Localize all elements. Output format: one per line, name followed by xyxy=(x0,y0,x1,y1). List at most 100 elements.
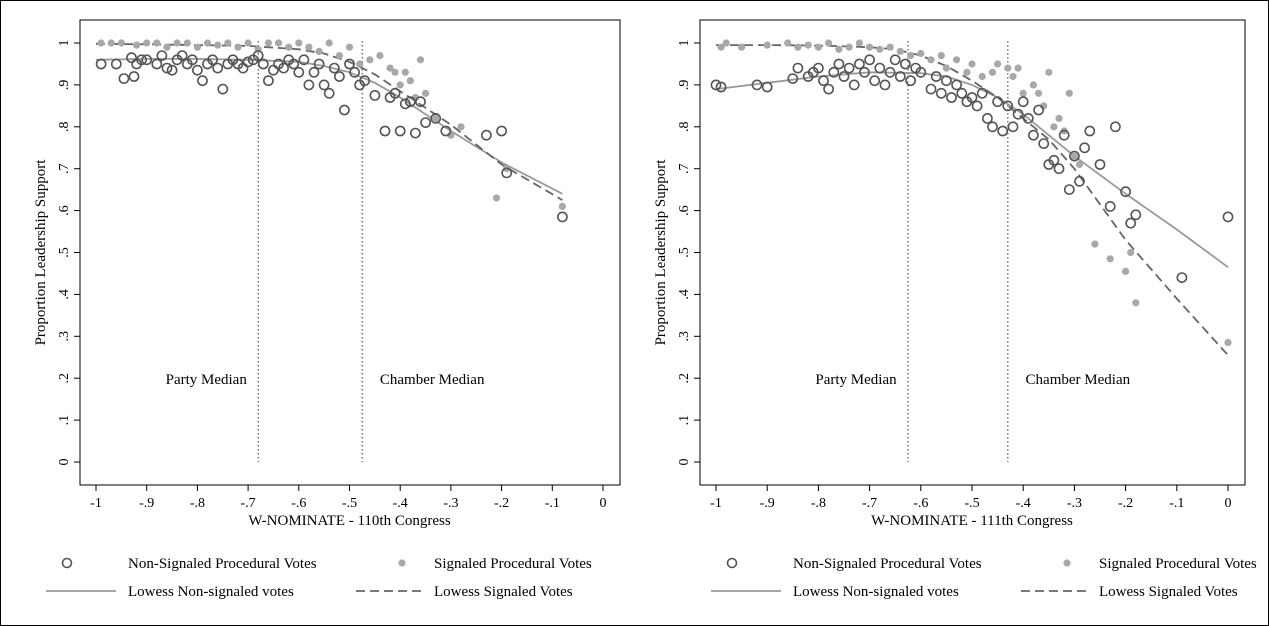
signaled-point xyxy=(133,41,141,49)
signaled-point xyxy=(907,52,915,60)
non-signaled-point xyxy=(298,54,310,66)
signaled-point xyxy=(1019,89,1027,97)
non-signaled-point xyxy=(930,71,942,82)
non-signaled-point xyxy=(480,129,492,141)
y-tick-label: .2 xyxy=(677,373,692,384)
legend-label-signaled: Signaled Procedural Votes xyxy=(1099,556,1257,572)
non-signaled-point xyxy=(151,58,163,70)
signaled-point xyxy=(1091,240,1099,248)
non-signaled-point xyxy=(288,58,300,70)
y-tick-label: .6 xyxy=(677,205,692,216)
signaled-point xyxy=(416,56,425,64)
non-signaled-point xyxy=(136,54,147,66)
signaled-point xyxy=(376,52,384,60)
non-signaled-point xyxy=(313,58,325,70)
non-signaled-point xyxy=(379,125,391,137)
signaled-point xyxy=(1065,89,1073,97)
non-signaled-point xyxy=(869,75,881,87)
signaled-point xyxy=(963,68,971,76)
non-signaled-point xyxy=(1028,129,1039,141)
y-tick-label: .3 xyxy=(57,331,72,342)
non-signaled-point xyxy=(1110,121,1121,133)
x-tick-label: -.5 xyxy=(964,496,979,511)
y-tick-label: .7 xyxy=(677,163,692,174)
signaled-point xyxy=(117,39,125,47)
non-signaled-point xyxy=(982,113,993,124)
y-tick-label: .9 xyxy=(57,80,72,91)
signaled-point xyxy=(717,43,725,51)
chart-panel-111th: -1 -.9 -.8 -.7 -.6 -.5 -.4 -.3 -.2 -.1 0 0 .1 .2 .3 .4… xyxy=(653,19,1246,529)
x-tick-label: -.1 xyxy=(1169,496,1184,511)
x-axis-title: W-NOMINATE - 110th Congress xyxy=(248,513,451,529)
non-signaled-point xyxy=(1130,209,1142,221)
non-signaled-point xyxy=(946,92,957,103)
signaled-point xyxy=(305,43,313,51)
non-signaled-point xyxy=(751,79,763,91)
x-tick-label: 0 xyxy=(600,496,607,511)
signaled-point xyxy=(224,39,232,47)
lowess-signaled-line xyxy=(716,44,1229,356)
non-signaled-point xyxy=(1002,100,1014,112)
non-signaled-point xyxy=(1038,138,1050,149)
x-tick-label: -.5 xyxy=(342,496,357,511)
non-signaled-point xyxy=(879,79,891,91)
non-signaled-point xyxy=(318,79,330,91)
signaled-point xyxy=(335,52,343,60)
legend-label-non-signaled: Non-Signaled Procedural Votes xyxy=(793,556,982,572)
non-signaled-point xyxy=(1222,211,1234,223)
signaled-point xyxy=(366,56,374,64)
non-signaled-point xyxy=(1084,125,1096,137)
non-signaled-point xyxy=(1053,163,1065,175)
non-signaled-point xyxy=(915,66,927,78)
non-signaled-point xyxy=(828,66,840,78)
non-signaled-point xyxy=(1033,104,1044,116)
non-signaled-point xyxy=(344,58,355,70)
signaled-point xyxy=(845,43,853,51)
non-signaled-point xyxy=(966,92,978,103)
signaled-point xyxy=(295,39,303,47)
signaled-point xyxy=(432,114,440,122)
non-signaled-point xyxy=(843,62,855,74)
signaled-point xyxy=(143,39,151,47)
non-signaled-point xyxy=(925,83,937,95)
x-tick-label: -.7 xyxy=(862,496,877,511)
signaled-point xyxy=(978,72,986,81)
non-signaled-point xyxy=(951,79,962,91)
non-signaled-point xyxy=(761,81,773,93)
signaled-point xyxy=(794,43,802,51)
signaled-point xyxy=(1029,81,1037,89)
signaled-point xyxy=(855,39,864,47)
non-signaled-point xyxy=(997,125,1009,137)
non-signaled-point xyxy=(1022,113,1034,124)
non-signaled-point xyxy=(1012,108,1024,120)
y-tick-label: .9 xyxy=(677,80,692,91)
non-signaled-point xyxy=(420,117,431,128)
signaled-point xyxy=(988,68,997,76)
non-signaled-point xyxy=(710,79,722,91)
non-signaled-point xyxy=(128,71,140,82)
non-signaled-point xyxy=(212,62,224,74)
non-signaled-point xyxy=(440,125,452,137)
non-signaled-point xyxy=(399,98,411,110)
non-signaled-point xyxy=(257,58,269,70)
signaled-point xyxy=(356,60,364,68)
x-tick-label: -.1 xyxy=(545,496,560,511)
signaled-point xyxy=(835,45,843,53)
signaled-point xyxy=(97,39,105,47)
y-tick-label: 0 xyxy=(677,459,692,466)
non-signaled-point xyxy=(864,54,875,66)
y-tick-label: .1 xyxy=(57,415,72,426)
y-tick-label: 0 xyxy=(57,459,72,466)
signaled-point xyxy=(814,43,823,51)
x-tick-label: -.3 xyxy=(443,496,458,511)
legend-hollow-circle-icon xyxy=(61,557,73,569)
scatter-points xyxy=(710,39,1234,347)
non-signaled-point xyxy=(1120,186,1131,198)
non-signaled-point xyxy=(1125,217,1137,229)
signaled-point xyxy=(1075,160,1084,169)
signaled-point xyxy=(1009,72,1017,81)
non-signaled-point xyxy=(971,100,983,112)
non-signaled-point xyxy=(501,167,513,179)
non-signaled-point xyxy=(338,104,350,116)
